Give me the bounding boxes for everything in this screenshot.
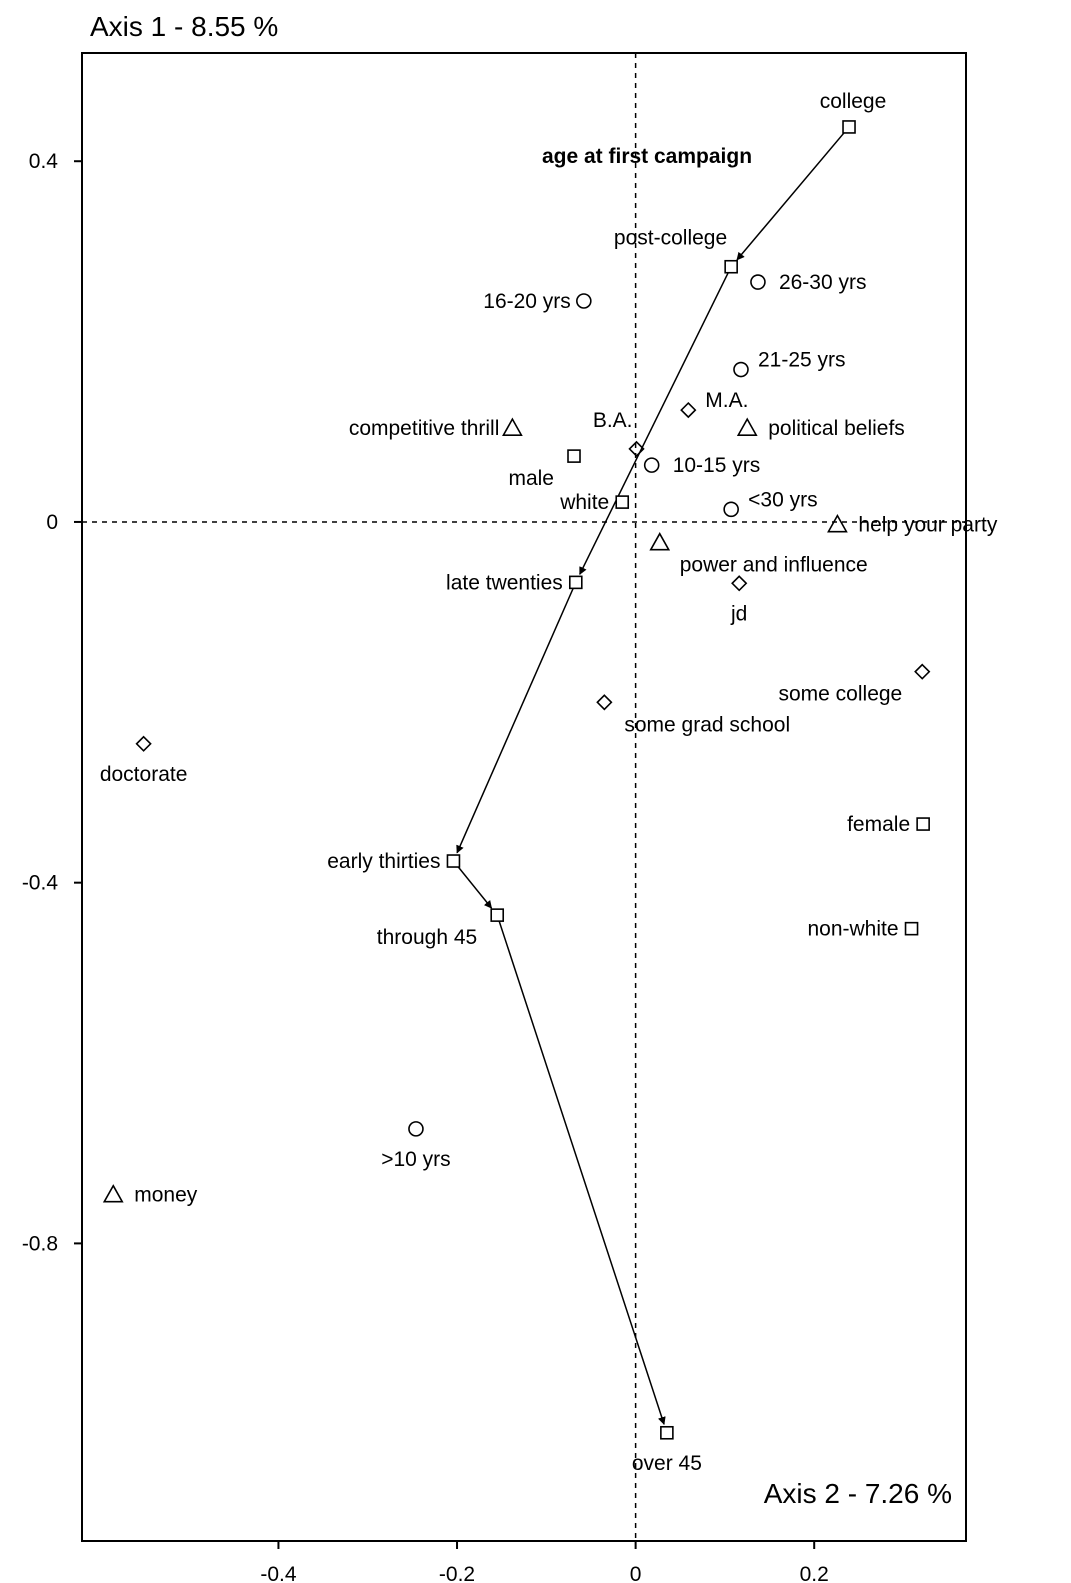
money-marker <box>102 1184 124 1203</box>
female-marker <box>916 817 930 831</box>
early-thirties-marker <box>446 854 461 868</box>
trajectory-segment <box>452 860 493 909</box>
y-tick-label: -0.4 <box>22 872 59 895</box>
y-tick-label: 0.4 <box>29 150 59 173</box>
plot-frame <box>81 52 967 1542</box>
21-25-yrs-marker <box>733 361 749 378</box>
trajectory-segment <box>456 582 577 854</box>
26-30-yrs-marker <box>750 274 766 290</box>
b-a-label: B.A. <box>593 409 633 432</box>
gt-10-yrs-marker <box>408 1121 424 1137</box>
x-tick-label: -0.4 <box>260 1563 297 1583</box>
white-label: white <box>559 491 609 514</box>
10-15-yrs-marker <box>643 457 660 473</box>
late-twenties-marker <box>568 575 583 590</box>
b-a-marker <box>628 440 645 458</box>
points-layer: college post-college late twenties early th… <box>100 90 998 1475</box>
gt-10-yrs-label: >10 yrs <box>381 1148 450 1171</box>
doctorate-marker <box>135 735 152 752</box>
y-tick-label: 0 <box>46 511 58 534</box>
trajectory-path <box>452 126 850 1425</box>
competitive-thrill-marker <box>502 417 523 436</box>
x-tick-label: 0.2 <box>800 1563 829 1583</box>
doctorate-label: doctorate <box>100 763 188 786</box>
m-a-label: M.A. <box>705 389 748 412</box>
16-20-yrs-marker <box>576 293 592 309</box>
x-tick-label: -0.2 <box>439 1563 475 1583</box>
m-a-marker <box>680 401 697 419</box>
some-college-label: some college <box>779 683 903 706</box>
male-label: male <box>508 467 554 490</box>
26-30-yrs-label: 26-30 yrs <box>779 271 867 294</box>
competitive-thrill-label: competitive thrill <box>349 417 500 440</box>
white-marker <box>615 495 630 509</box>
some-grad-school-label: some grad school <box>624 713 790 736</box>
late-twenties-label: late twenties <box>446 571 563 594</box>
power-and-influence-marker <box>649 532 671 551</box>
trajectory-segment <box>496 914 666 1425</box>
power-and-influence-label: power and influence <box>680 554 868 577</box>
early-thirties-label: early thirties <box>327 850 440 873</box>
x-axis-title: Axis 2 - 7.26 % <box>764 1478 952 1509</box>
college-marker <box>842 120 856 134</box>
trajectory-segment <box>579 266 732 576</box>
lt-30-yrs-label: <30 yrs <box>748 488 817 511</box>
10-15-yrs-label: 10-15 yrs <box>673 454 761 477</box>
jd-label: jd <box>730 602 747 625</box>
x-tick-label: 0 <box>630 1563 642 1583</box>
political-beliefs-label: political beliefs <box>768 417 905 440</box>
non-white-marker <box>904 921 919 936</box>
non-white-label: non-white <box>807 918 898 941</box>
over-45-label: over 45 <box>632 1452 702 1475</box>
through-45-marker <box>490 908 505 922</box>
through-45-label: through 45 <box>377 926 477 949</box>
some-grad-school-marker <box>596 694 613 711</box>
y-axis-ticks: 0.4 0 -0.4 -0.8 <box>22 150 82 1255</box>
jd-marker <box>731 575 748 592</box>
some-college-marker <box>914 663 931 680</box>
16-20-yrs-label: 16-20 yrs <box>483 290 571 313</box>
21-25-yrs-label: 21-25 yrs <box>758 349 846 372</box>
reference-lines <box>82 53 966 1541</box>
over-45-marker <box>660 1425 674 1440</box>
help-your-party-marker <box>827 514 848 533</box>
post-college-label: post-college <box>614 227 727 250</box>
y-tick-label: -0.8 <box>22 1232 58 1255</box>
male-marker <box>567 449 581 463</box>
chart-title: age at first campaign <box>542 145 752 168</box>
lt-30-yrs-marker <box>723 501 739 518</box>
trajectory-segment <box>736 126 850 261</box>
female-label: female <box>847 813 910 836</box>
money-label: money <box>134 1184 198 1207</box>
post-college-marker <box>724 259 738 274</box>
y-axis-title: Axis 1 - 8.55 % <box>90 11 278 42</box>
help-your-party-label: help your party <box>858 514 997 537</box>
college-label: college <box>820 90 887 113</box>
x-axis-ticks: -0.4 -0.2 0 0.2 <box>260 1541 829 1583</box>
political-beliefs-marker <box>736 417 758 436</box>
